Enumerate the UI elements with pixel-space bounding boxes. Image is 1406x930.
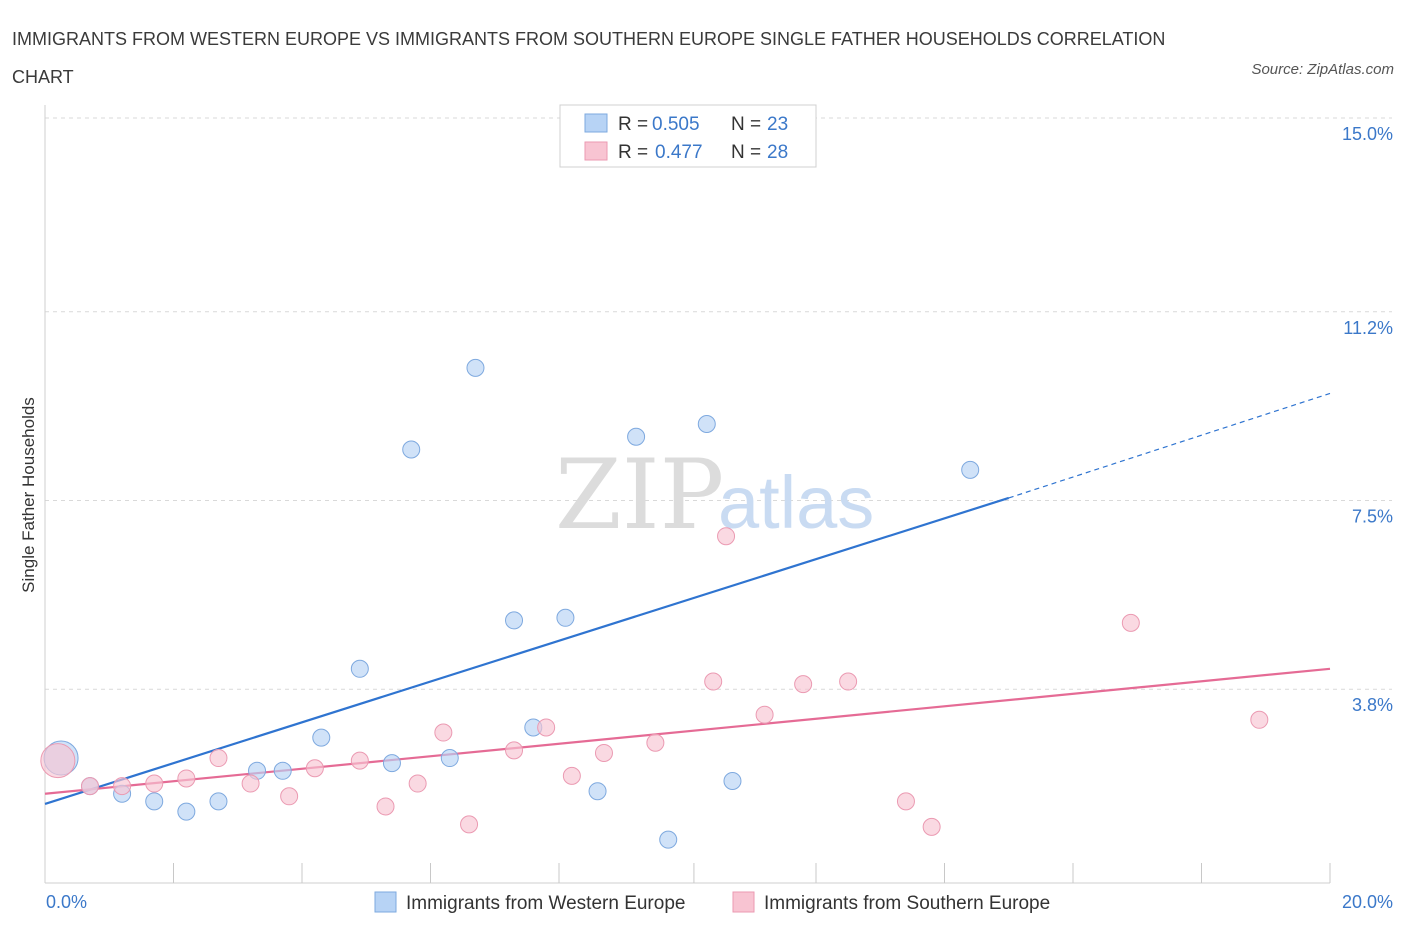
point-western-europe (440, 749, 459, 768)
legend-n-value-pink: 28 (767, 142, 788, 163)
watermark-atlas: atlas (718, 461, 874, 544)
point-western-europe (312, 728, 331, 747)
point-southern-europe (113, 777, 132, 796)
series-legend-label-blue: Immigrants from Western Europe (406, 893, 685, 914)
point-western-europe (273, 761, 292, 780)
trendline-western-europe (44, 496, 1010, 805)
point-western-europe (382, 754, 401, 773)
axis-layer: 3.8% 7.5% 11.2% 15.0% 0.0% 20.0% (44, 105, 1393, 912)
point-western-europe (556, 608, 575, 627)
x-tick-label: 0.0% (46, 892, 87, 912)
point-western-europe (209, 792, 228, 811)
point-southern-europe (434, 723, 453, 742)
point-layer (40, 358, 1269, 849)
point-southern-europe (896, 792, 915, 811)
point-southern-europe (922, 817, 941, 836)
point-southern-europe (1250, 710, 1269, 729)
point-southern-europe (40, 743, 76, 779)
point-western-europe (505, 611, 524, 630)
legend-swatch-pink (584, 141, 608, 161)
series-legend: Immigrants from Western Europe Immigrant… (374, 891, 1050, 914)
point-southern-europe (839, 672, 858, 691)
point-western-europe (659, 830, 678, 849)
point-southern-europe (145, 774, 164, 793)
watermark-zip: ZIP (555, 439, 724, 551)
point-southern-europe (241, 774, 260, 793)
point-southern-europe (755, 705, 774, 724)
point-southern-europe (80, 777, 99, 796)
x-tick-label: 20.0% (1342, 892, 1393, 912)
point-western-europe (466, 358, 485, 377)
point-southern-europe (537, 718, 556, 737)
point-western-europe (145, 792, 164, 811)
point-southern-europe (305, 759, 324, 778)
series-legend-label-pink: Immigrants from Southern Europe (764, 893, 1050, 914)
point-southern-europe (177, 769, 196, 788)
legend-r-value-pink: 0.477 (655, 142, 703, 163)
legend-r-label-blue: R = (618, 114, 648, 135)
point-southern-europe (594, 743, 613, 762)
point-western-europe (627, 427, 646, 446)
point-western-europe (723, 772, 742, 790)
grid-layer (45, 117, 1392, 690)
legend-n-label-pink: N = (731, 142, 761, 163)
point-southern-europe (794, 675, 813, 694)
watermark: ZIP atlas (555, 439, 874, 551)
series-legend-swatch-blue (374, 891, 397, 913)
point-southern-europe (376, 797, 395, 816)
point-southern-europe (209, 749, 228, 768)
trendline-western-europe-extension (1008, 392, 1331, 499)
point-southern-europe (1121, 613, 1140, 632)
legend-r-value-blue: 0.505 (652, 114, 700, 135)
legend-n-value-blue: 23 (767, 114, 788, 135)
y-axis-title: Single Father Households (19, 397, 38, 593)
point-western-europe (961, 460, 980, 479)
point-western-europe (177, 802, 196, 821)
point-western-europe (588, 782, 607, 801)
point-southern-europe (505, 741, 524, 760)
legend-n-label-blue: N = (731, 114, 761, 135)
point-southern-europe (704, 672, 723, 691)
trendline-southern-europe (44, 667, 1331, 795)
point-southern-europe (646, 733, 665, 752)
point-southern-europe (562, 766, 581, 785)
y-tick-label: 3.8% (1352, 695, 1393, 715)
point-southern-europe (717, 527, 736, 546)
y-tick-label: 11.2% (1343, 318, 1393, 338)
point-western-europe (350, 659, 369, 678)
legend-r-label-pink: R = (618, 142, 648, 163)
point-southern-europe (280, 787, 299, 806)
series-legend-swatch-pink (732, 891, 755, 913)
point-western-europe (402, 440, 421, 459)
y-tick-label: 15.0% (1342, 124, 1393, 144)
source-label: Source: ZipAtlas.com (1251, 61, 1394, 78)
legend-swatch-blue (584, 113, 608, 133)
point-southern-europe (460, 815, 479, 834)
point-southern-europe (408, 774, 427, 793)
point-southern-europe (350, 751, 369, 770)
y-tick-label: 7.5% (1352, 507, 1393, 527)
chart-title: IMMIGRANTS FROM WESTERN EUROPE VS IMMIGR… (12, 29, 1166, 87)
correlation-legend: R = 0.505 N = 23 R = 0.477 N = 28 (559, 104, 817, 168)
point-western-europe (697, 415, 716, 433)
